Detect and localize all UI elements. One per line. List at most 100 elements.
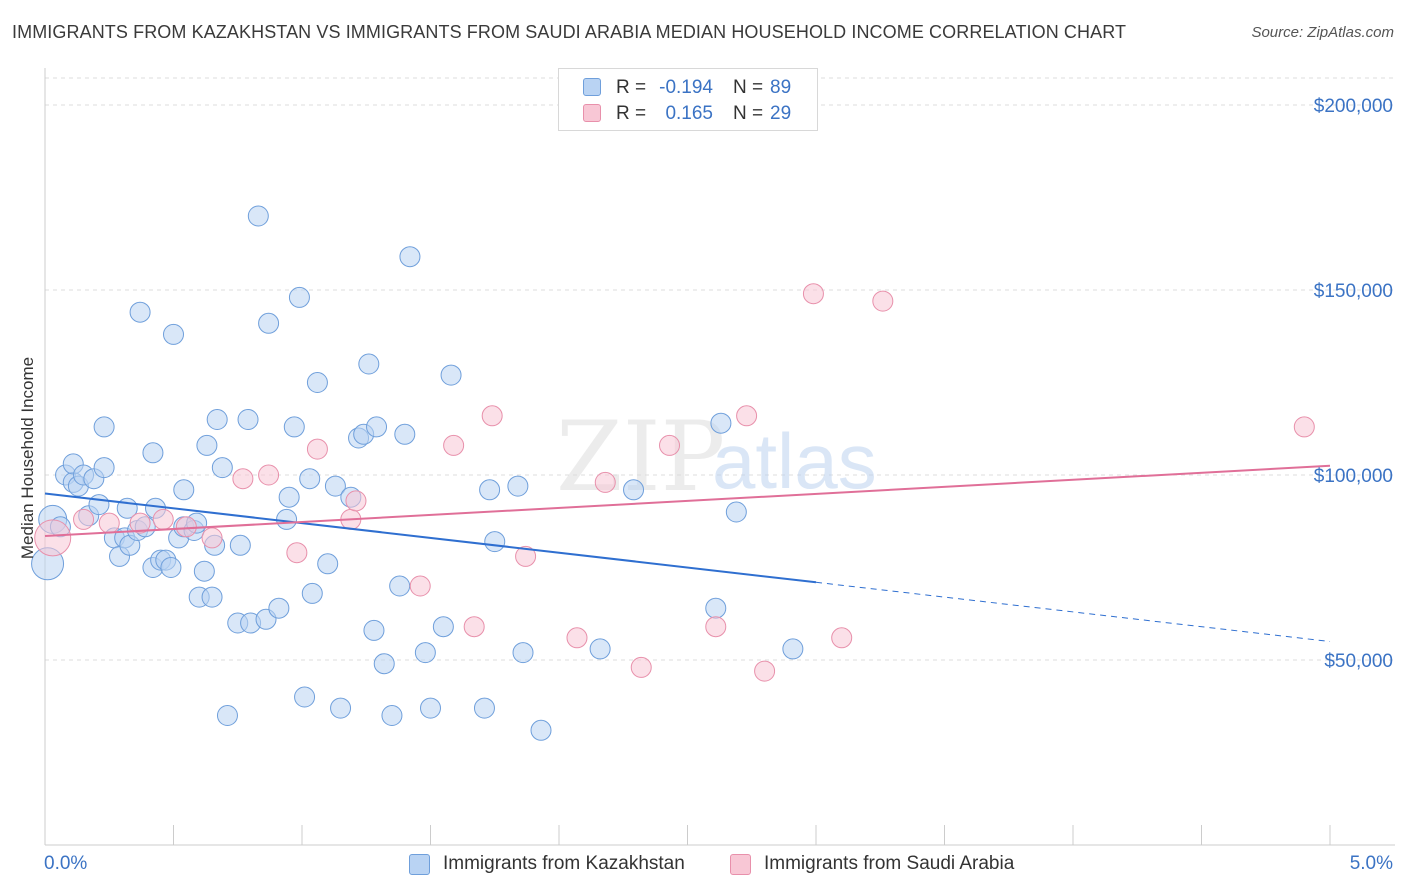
saudi-arabia-point (705, 616, 727, 638)
kazakhstan-point (512, 642, 534, 664)
y-tick-label: $100,000 (1314, 466, 1393, 487)
kazakhstan-point (432, 616, 454, 638)
kazakhstan-point (88, 494, 110, 516)
saudi-arabia-trend-line (44, 464, 1331, 538)
saudi-arabia-point (258, 464, 280, 486)
kazakhstan-point (414, 642, 436, 664)
y-tick-label: $50,000 (1324, 651, 1393, 672)
saudi-arabia-point (345, 490, 367, 512)
saudi-arabia-point (98, 512, 120, 534)
kazakhstan-point (394, 423, 416, 445)
kazakhstan-trend-line-extension (815, 581, 1331, 642)
kazakhstan-point (206, 409, 228, 430)
bottom-legend-swatch-blue (409, 854, 430, 875)
kazakhstan-point (358, 353, 380, 375)
kazakhstan-point (211, 457, 233, 479)
kazakhstan-point (473, 697, 495, 719)
kazakhstan-point (229, 534, 251, 556)
legend-n-value: 89 (770, 77, 792, 98)
saudi-arabia-point (306, 438, 328, 460)
legend-swatch-blue (583, 78, 601, 96)
kazakhstan-point (278, 486, 300, 508)
saudi-arabia-point (409, 575, 431, 597)
kazakhstan-point (324, 475, 346, 497)
kazakhstan-point (173, 479, 195, 501)
kazakhstan-point (283, 416, 305, 438)
saudi-arabia-point (129, 512, 151, 534)
saudi-arabia-point (831, 627, 853, 649)
kazakhstan-point (389, 575, 411, 597)
kazakhstan-point (288, 286, 310, 308)
correlation-legend: R = -0.194 N = 89 R = 0.165 N = 29 (558, 68, 818, 131)
kazakhstan-point (782, 638, 804, 660)
saudi-arabia-point (232, 468, 254, 490)
trend-layer (44, 464, 1331, 642)
watermark-atlas: atlas (712, 417, 877, 505)
bottom-legend-label: Immigrants from Kazakhstan (443, 853, 685, 874)
kazakhstan-point (301, 582, 323, 604)
saudi-arabia-point (630, 656, 652, 678)
legend-swatch-pink (583, 104, 601, 122)
kazakhstan-point (705, 597, 727, 619)
kazakhstan-point (294, 686, 316, 708)
kazakhstan-point (247, 205, 269, 227)
kazakhstan-point (163, 323, 184, 345)
saudi-arabia-point (286, 542, 308, 564)
kazakhstan-point (330, 697, 352, 719)
kazakhstan-point (623, 479, 645, 501)
kazakhstan-point (373, 653, 395, 675)
kazakhstan-point (196, 434, 218, 456)
kazakhstan-point (258, 312, 280, 334)
saudi-arabia-point (1293, 416, 1315, 438)
kazakhstan-point (381, 705, 403, 726)
x-tick-label-min: 0.0% (44, 853, 87, 874)
kazakhstan-point (363, 619, 385, 641)
kazakhstan-point (530, 719, 552, 741)
kazakhstan-point (201, 586, 223, 608)
saudi-arabia-point (594, 471, 616, 493)
kazakhstan-point (366, 416, 388, 438)
saudi-arabia-point (802, 283, 824, 305)
y-tick-label: $200,000 (1314, 96, 1393, 117)
kazakhstan-point (160, 557, 182, 578)
grid-layer (45, 77, 1395, 661)
kazakhstan-point (268, 597, 290, 619)
tick-label-layer: $50,000 $100,000 $150,000 $200,000 0.0% 5.0% (44, 96, 1393, 874)
saudi-arabia-point (73, 508, 95, 530)
legend-r-label: R = (616, 77, 647, 98)
bottom-legend-swatch-pink (730, 854, 751, 875)
kazakhstan-point (299, 468, 321, 490)
saudi-arabia-point (201, 527, 223, 549)
saudi-arabia-point (754, 660, 776, 682)
bottom-legend-label: Immigrants from Saudi Arabia (764, 853, 1015, 874)
kazakhstan-point (317, 553, 339, 575)
saudi-arabia-point (736, 405, 758, 427)
source-credit: Source: ZipAtlas.com (1251, 24, 1394, 41)
kazakhstan-point (589, 638, 611, 660)
saudi-arabia-point (515, 545, 537, 567)
saudi-arabia-point (152, 508, 174, 530)
saudi-arabia-point (443, 434, 465, 456)
kazakhstan-point (479, 479, 501, 501)
kazakhstan-point (193, 560, 215, 582)
kazakhstan-point (507, 475, 529, 497)
legend-n-label: N = (733, 77, 764, 98)
kazakhstan-point (710, 412, 732, 434)
saudi-arabia-point (463, 616, 485, 638)
x-tick-label-max: 5.0% (1350, 853, 1393, 874)
kazakhstan-point (484, 531, 506, 553)
kazakhstan-point (237, 409, 259, 430)
kazakhstan-point (216, 705, 238, 726)
kazakhstan-point (93, 416, 115, 438)
legend-r-label: R = (616, 103, 647, 124)
kazakhstan-point (93, 457, 115, 479)
saudi-arabia-point (34, 519, 72, 557)
legend-n-value: 29 (770, 103, 792, 124)
kazakhstan-point (276, 508, 298, 530)
kazakhstan-point (399, 246, 421, 268)
kazakhstan-point (142, 442, 164, 464)
y-tick-label: $150,000 (1314, 281, 1393, 302)
legend-r-value: -0.194 (659, 77, 713, 98)
kazakhstan-point (440, 364, 462, 386)
